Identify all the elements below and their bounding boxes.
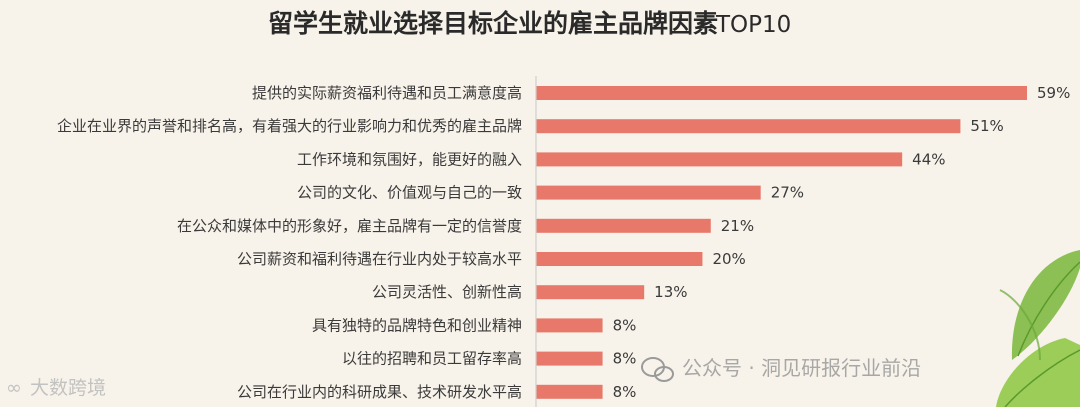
bar [536,152,903,167]
category-label: 工作环境和氛围好，能更好的融入 [297,150,522,168]
category-label: 在公众和媒体中的形象好，雇主品牌有一定的信誉度 [177,217,522,235]
bar [536,218,711,233]
watermark-left: ∞ 大数跨境 [6,377,106,399]
leaf-decoration-icon [996,250,1080,407]
bar [536,119,961,134]
category-label: 企业在业界的声誉和排名高，有着强大的行业影响力和优秀的雇主品牌 [57,117,522,135]
value-label: 13% [654,283,687,301]
watermark-left-icon: ∞ [6,377,22,399]
value-label: 51% [970,117,1003,135]
value-label: 59% [1037,84,1070,102]
bar [536,318,603,333]
value-label: 8% [613,350,637,368]
watermark-right: 公众号 · 洞见研报行业前沿 [641,356,921,382]
value-label: 44% [912,150,945,168]
watermark-left-text: 大数跨境 [30,377,106,399]
category-label: 公司在行业内的科研成果、技术研发水平高 [237,383,522,401]
value-label: 8% [613,383,637,401]
bar [536,252,703,266]
category-label: 公司薪资和福利待遇在行业内处于较高水平 [237,250,522,268]
bar [536,285,645,300]
chart-title-suffix: TOP10 [715,12,791,38]
category-label: 公司灵活性、创新性高 [372,283,522,301]
value-label: 27% [771,184,804,202]
category-label: 具有独特的品牌特色和创业精神 [312,316,522,334]
value-label: 8% [613,316,637,334]
watermark-right-text: 公众号 · 洞见研报行业前沿 [682,356,921,380]
bar [536,185,761,200]
category-label: 提供的实际薪资福利待遇和员工满意度高 [252,84,522,102]
value-label: 21% [721,217,754,235]
category-label: 以往的招聘和员工留存率高 [342,350,522,368]
bar [536,86,1027,100]
wechat-icon [641,357,674,382]
category-label: 公司的文化、价值观与自己的一致 [297,184,522,202]
bar [536,384,603,399]
chart-title: 留学生就业选择目标企业的雇主品牌因素 [268,9,718,38]
value-label: 20% [712,250,745,268]
bar [536,351,603,366]
